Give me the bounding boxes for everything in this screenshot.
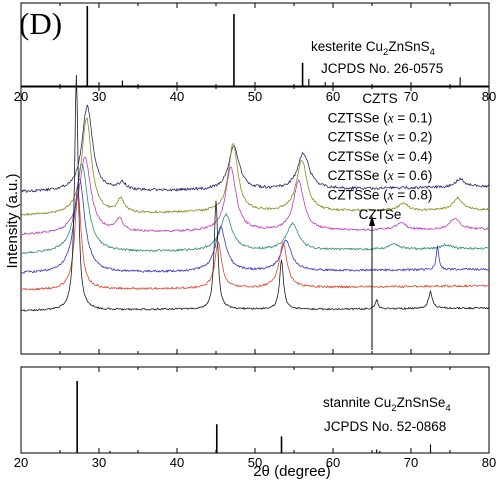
panel-label: (D) (19, 6, 62, 41)
reference-bottom-ticks (20, 367, 490, 453)
top-tick-labels: 20 30 40 50 60 70 80 (14, 89, 496, 104)
top-x-tick-label: 50 (248, 89, 262, 104)
reference-bottom-frame (20, 366, 490, 454)
legend: CZTS CZTSSe (x = 0.1) CZTSSe (x = 0.2) CZTS… (328, 91, 433, 222)
xrd-trace-cztsse-x-0-2 (20, 157, 490, 236)
xrd-trace-cztsse-x-0-8 (20, 193, 490, 291)
bottom-x-tick-label: 30 (92, 455, 106, 470)
x-axis-title: 2θ (degree) (253, 463, 331, 480)
reference-top-card-label: JCPDS No. 26-0575 (321, 61, 443, 76)
arrow-head (369, 215, 375, 226)
top-x-tick-label: 40 (170, 89, 184, 104)
top-x-tick-label: 30 (92, 89, 106, 104)
bottom-x-tick-label: 70 (404, 455, 418, 470)
reference-bottom-phase-label: stannite Cu2ZnSnSe4 (323, 395, 451, 414)
reference-bottom-card-label: JCPDS No. 52-0868 (324, 419, 446, 434)
xrd-trace-cztsse-x-0-6 (20, 179, 490, 274)
reference-panel-bottom: stannite Cu2ZnSnSe4 JCPDS No. 52-0868 (20, 366, 490, 454)
legend-entry: CZTSSe (x = 0.6) (328, 168, 433, 183)
reference-bottom-bars (76, 381, 432, 453)
y-axis-title: Intensity (a.u.) (4, 173, 21, 268)
xrd-trace-cztse (20, 74, 490, 312)
legend-entry: CZTSe (359, 207, 402, 222)
legend-entry: CZTS (362, 91, 397, 106)
reference-top-phase-label: kesterite Cu2ZnSnS4 (311, 39, 435, 58)
bottom-x-tick-label: 40 (170, 455, 184, 470)
top-x-tick-label: 70 (404, 89, 418, 104)
main-plot-ticks (20, 86, 490, 354)
top-x-tick-label: 60 (326, 89, 340, 104)
legend-entry: CZTSSe (x = 0.1) (328, 110, 433, 125)
xrd-trace-czts (20, 104, 490, 193)
legend-entry: CZTSSe (x = 0.8) (328, 188, 433, 203)
legend-entry: CZTSSe (x = 0.4) (328, 149, 433, 164)
reference-panel-top: kesterite Cu2ZnSnS4 JCPDS No. 26-0575 (20, 2, 490, 88)
xrd-trace-cztsse-x-0-4 (20, 163, 490, 255)
main-plot-panel: CZTS CZTSSe (x = 0.1) CZTSSe (x = 0.2) CZTS… (20, 74, 490, 355)
bottom-tick-labels: 20 30 40 50 60 70 80 (14, 455, 496, 470)
xrd-trace-cztsse-x-0-1 (20, 117, 490, 216)
series-order-arrow (369, 215, 375, 350)
bottom-x-tick-label: 20 (14, 455, 28, 470)
xrd-traces (20, 74, 490, 312)
bottom-x-tick-label: 80 (482, 455, 496, 470)
legend-entry: CZTSSe (x = 0.2) (328, 130, 433, 145)
bottom-x-tick-label: 50 (248, 455, 262, 470)
bottom-x-tick-label: 60 (326, 455, 340, 470)
